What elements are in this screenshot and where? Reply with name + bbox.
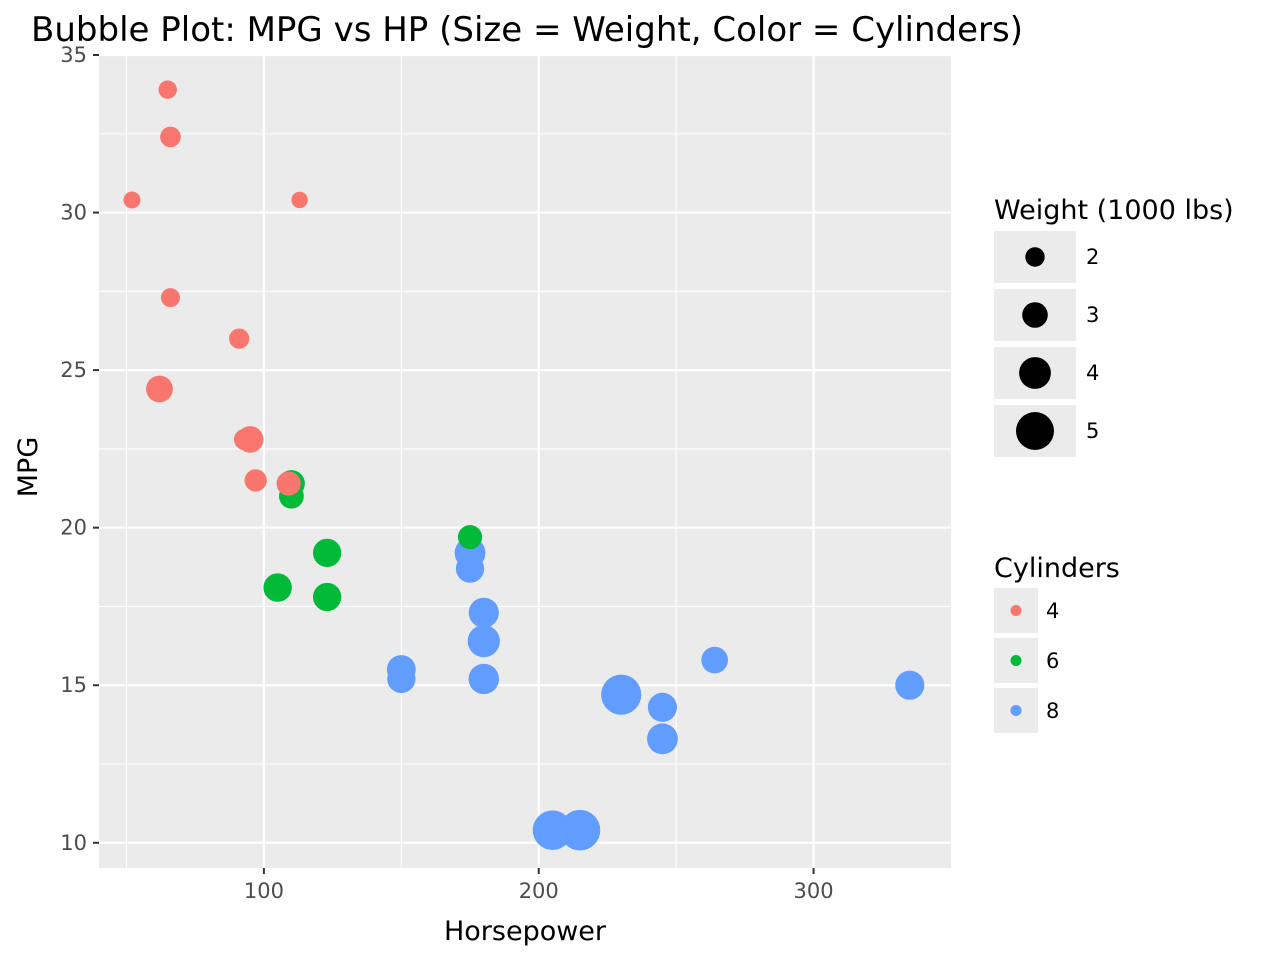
color-legend-label: 8 — [1046, 699, 1059, 723]
y-axis: 10 15 20 25 30 35 — [60, 43, 99, 855]
data-point — [158, 80, 177, 99]
color-legend-symbol — [1010, 705, 1022, 716]
data-point — [236, 426, 264, 453]
data-point — [291, 191, 308, 209]
data-point — [647, 723, 678, 755]
color-legend-symbol — [1010, 655, 1022, 666]
size-legend-label: 2 — [1086, 245, 1099, 269]
y-tick-label: 30 — [60, 201, 87, 225]
y-tick-label: 35 — [60, 43, 87, 67]
y-tick-label: 15 — [60, 673, 87, 697]
x-axis-title: Horsepower — [444, 916, 607, 947]
chart-title: Bubble Plot: MPG vs HP (Size = Weight, C… — [31, 10, 1023, 50]
size-legend-symbol — [1016, 412, 1054, 450]
data-point — [559, 809, 601, 851]
color-legend-label: 4 — [1046, 599, 1059, 623]
data-point — [146, 375, 173, 403]
size-legend: Weight (1000 lbs) 2 3 4 5 — [994, 195, 1234, 457]
x-tick-label: 200 — [519, 879, 559, 903]
y-axis-title: MPG — [13, 437, 44, 498]
color-legend: Cylinders 4 6 8 — [994, 553, 1120, 733]
size-legend-symbol — [1025, 247, 1045, 267]
data-point — [263, 573, 292, 602]
data-point — [160, 126, 181, 148]
y-tick-label: 20 — [60, 516, 87, 540]
size-legend-symbol — [1022, 302, 1048, 328]
data-point — [457, 525, 483, 550]
data-points — [123, 80, 925, 851]
data-point — [244, 469, 267, 492]
data-point — [647, 692, 677, 722]
size-legend-title: Weight (1000 lbs) — [994, 195, 1234, 226]
size-legend-label: 5 — [1086, 419, 1099, 443]
data-point — [895, 670, 925, 700]
plot-panel — [99, 55, 951, 868]
color-legend-label: 6 — [1046, 649, 1059, 673]
x-tick-label: 300 — [794, 879, 834, 903]
data-point — [467, 624, 500, 658]
data-point — [387, 664, 416, 694]
y-tick-label: 10 — [60, 831, 87, 855]
major-gridlines — [99, 53, 951, 868]
data-point — [123, 191, 141, 209]
x-axis: 100 200 300 — [244, 868, 834, 903]
size-legend-label: 3 — [1086, 303, 1099, 327]
x-tick-label: 100 — [244, 879, 284, 903]
data-point — [468, 597, 499, 628]
size-legend-label: 4 — [1086, 361, 1099, 385]
data-point — [312, 538, 342, 568]
data-point — [160, 288, 180, 308]
data-point — [701, 646, 728, 674]
y-tick-label: 25 — [60, 358, 87, 382]
data-point — [276, 471, 301, 496]
size-legend-symbol — [1019, 357, 1051, 389]
data-point — [229, 328, 250, 349]
color-legend-symbol — [1010, 605, 1022, 616]
data-point — [468, 663, 499, 695]
data-point — [312, 582, 342, 612]
data-point — [601, 674, 642, 715]
color-legend-title: Cylinders — [994, 553, 1120, 584]
